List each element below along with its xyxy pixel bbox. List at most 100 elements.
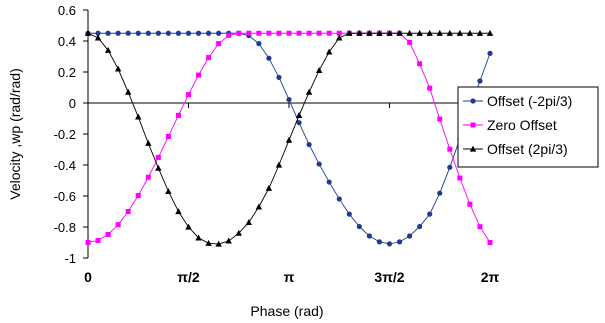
data-point bbox=[84, 29, 92, 36]
legend-marker bbox=[470, 122, 476, 128]
data-point bbox=[145, 174, 151, 180]
data-point bbox=[437, 116, 443, 122]
data-point bbox=[427, 211, 433, 217]
data-point bbox=[165, 133, 171, 139]
data-point bbox=[275, 161, 283, 168]
data-point bbox=[165, 187, 172, 194]
data-point bbox=[145, 30, 151, 36]
data-point bbox=[105, 30, 111, 36]
data-point bbox=[115, 30, 121, 36]
data-point bbox=[406, 233, 413, 239]
y-tick-label: -0.6 bbox=[54, 189, 76, 204]
data-point bbox=[285, 136, 293, 143]
data-point bbox=[155, 154, 161, 160]
data-point bbox=[115, 222, 121, 228]
y-tick-label: -1 bbox=[64, 251, 76, 266]
data-point bbox=[336, 34, 343, 41]
data-point bbox=[447, 164, 453, 170]
y-tick-label: 0 bbox=[69, 96, 76, 111]
axes bbox=[87, 10, 490, 258]
data-point bbox=[205, 239, 212, 246]
data-point bbox=[195, 30, 202, 36]
data-point bbox=[216, 41, 222, 47]
data-point bbox=[85, 240, 91, 245]
data-point bbox=[306, 141, 312, 148]
data-point bbox=[426, 29, 433, 36]
data-point bbox=[477, 224, 483, 230]
data-point bbox=[255, 203, 263, 210]
data-point bbox=[114, 65, 122, 72]
data-point bbox=[417, 61, 423, 67]
data-point bbox=[266, 30, 272, 36]
data-point bbox=[155, 164, 162, 171]
data-point bbox=[406, 29, 413, 36]
data-point bbox=[437, 190, 443, 196]
data-point bbox=[256, 41, 262, 47]
data-point bbox=[326, 30, 332, 36]
series-2 bbox=[84, 29, 494, 247]
data-point bbox=[235, 229, 242, 236]
data-point bbox=[316, 161, 322, 167]
data-point bbox=[206, 30, 212, 36]
y-tick-label: -0.2 bbox=[54, 127, 76, 142]
data-point bbox=[407, 39, 413, 45]
data-point bbox=[185, 223, 192, 230]
data-point bbox=[457, 175, 463, 181]
data-point bbox=[165, 30, 171, 36]
data-point bbox=[436, 29, 443, 36]
y-tick-label: -0.8 bbox=[54, 220, 76, 235]
x-tick-label: 0 bbox=[84, 269, 92, 285]
data-point bbox=[325, 48, 333, 55]
data-point bbox=[265, 184, 273, 191]
y-tick-label: -0.4 bbox=[54, 158, 76, 173]
x-tick-label: π bbox=[284, 269, 295, 285]
data-point bbox=[396, 239, 403, 245]
data-point bbox=[105, 231, 111, 237]
y-axis-title: Velocity ,wp (rad/rad) bbox=[7, 68, 23, 200]
data-point bbox=[125, 30, 131, 36]
legend-box bbox=[457, 86, 599, 168]
data-point bbox=[315, 67, 323, 74]
data-point bbox=[466, 29, 474, 36]
data-point bbox=[456, 29, 464, 36]
data-point bbox=[216, 30, 222, 36]
data-point bbox=[186, 92, 191, 98]
legend-label: Offset (2pi/3) bbox=[487, 141, 568, 157]
data-point bbox=[396, 29, 403, 36]
data-point bbox=[286, 30, 292, 36]
data-point bbox=[486, 29, 494, 36]
data-point bbox=[356, 223, 362, 230]
x-axis-title: Phase (rad) bbox=[250, 303, 323, 319]
data-point bbox=[386, 29, 393, 36]
data-point bbox=[135, 113, 142, 120]
data-point bbox=[487, 50, 493, 57]
data-point bbox=[416, 29, 423, 36]
y-tick-label: 0.6 bbox=[58, 3, 76, 18]
data-point bbox=[446, 29, 454, 36]
x-tick-label: 3π/2 bbox=[374, 269, 404, 285]
data-point bbox=[476, 29, 484, 36]
data-point bbox=[206, 55, 212, 61]
data-point bbox=[95, 237, 101, 243]
data-point bbox=[135, 30, 141, 36]
data-point bbox=[195, 234, 202, 241]
x-tick-label: 2π bbox=[481, 269, 500, 285]
data-point bbox=[95, 30, 101, 36]
data-point bbox=[266, 55, 272, 61]
data-point bbox=[104, 46, 112, 53]
plot-series bbox=[84, 29, 494, 247]
data-point bbox=[215, 240, 222, 247]
data-point bbox=[447, 146, 453, 152]
data-point bbox=[305, 88, 313, 95]
data-point bbox=[236, 30, 242, 36]
data-point bbox=[145, 139, 152, 146]
data-point bbox=[245, 218, 253, 225]
y-tick-label: 0.4 bbox=[58, 34, 76, 49]
series-0 bbox=[85, 30, 493, 247]
legend-label: Offset (-2pi/3) bbox=[487, 93, 572, 109]
data-point bbox=[286, 96, 292, 103]
data-point bbox=[336, 196, 342, 202]
data-point bbox=[336, 30, 342, 36]
legend: Offset (-2pi/3) Zero Offset Offset (2pi/3) bbox=[457, 86, 599, 168]
data-point bbox=[196, 72, 202, 78]
